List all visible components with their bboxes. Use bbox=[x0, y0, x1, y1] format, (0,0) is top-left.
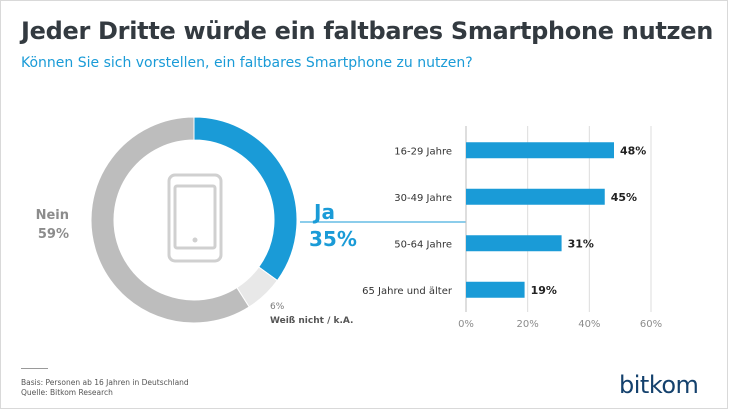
value-ja: 35% bbox=[309, 227, 357, 251]
x-tick-label: 0% bbox=[458, 319, 474, 330]
x-tick-label: 40% bbox=[578, 319, 600, 330]
bar-category-label: 16-29 Jahre bbox=[394, 146, 452, 157]
bar-chart: 0% 20% 40% 60% 16-29 Jahre 48% 30-49 Jahre 45% 5… bbox=[362, 126, 662, 330]
footnote-rule bbox=[21, 368, 48, 369]
label-ja: Ja bbox=[312, 200, 335, 224]
donut-chart: Ja 35% Nein 59% 6% Weiß nicht / k.A. bbox=[36, 116, 357, 326]
bar bbox=[466, 142, 614, 159]
label-nein: Nein bbox=[36, 208, 69, 223]
bar bbox=[466, 281, 525, 298]
donut-slice-nein bbox=[90, 116, 250, 324]
x-tick-label: 60% bbox=[640, 319, 662, 330]
chart-subtitle: Können Sie sich vorstellen, ein faltbare… bbox=[21, 55, 473, 71]
chart-title: Jeder Dritte würde ein faltbares Smartph… bbox=[21, 17, 713, 45]
donut-slice-ja bbox=[193, 116, 298, 282]
footnote-basis: Basis: Personen ab 16 Jahren in Deutschl… bbox=[21, 378, 189, 387]
bar-category-label: 50-64 Jahre bbox=[394, 239, 452, 250]
value-weiss-nicht: 6% bbox=[270, 302, 285, 312]
bar bbox=[466, 188, 605, 205]
bar-category-label: 65 Jahre und älter bbox=[362, 286, 453, 297]
footnote-source: Quelle: Bitkom Research bbox=[21, 388, 113, 397]
bar-value-label: 45% bbox=[611, 191, 637, 204]
bar bbox=[466, 235, 562, 252]
smartphone-icon bbox=[167, 173, 223, 263]
bar-category-label: 30-49 Jahre bbox=[394, 193, 452, 204]
bitkom-logo: bitkom bbox=[619, 371, 699, 399]
bar-value-label: 19% bbox=[531, 284, 557, 297]
x-tick-label: 20% bbox=[517, 319, 539, 330]
bar-value-label: 48% bbox=[620, 144, 646, 157]
value-nein: 59% bbox=[38, 227, 69, 242]
bar-value-label: 31% bbox=[568, 237, 594, 250]
label-weiss-nicht: Weiß nicht / k.A. bbox=[270, 316, 353, 326]
